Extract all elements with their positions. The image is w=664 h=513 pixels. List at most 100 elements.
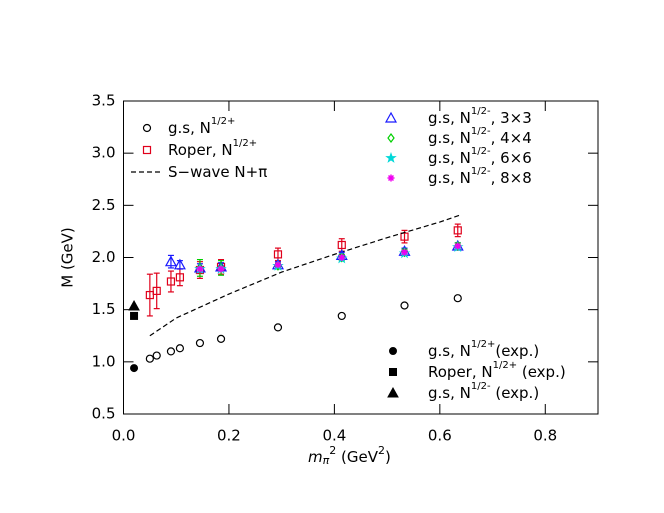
point (337, 311, 346, 321)
legend-sup: 1/2- (471, 146, 491, 157)
point (400, 301, 409, 310)
point (453, 294, 462, 303)
marker-part (164, 255, 177, 267)
error-bar (153, 272, 160, 310)
marker-part (216, 334, 226, 343)
x-axis-label: mπ2 (GeV2) (308, 444, 391, 467)
point (164, 255, 177, 267)
y-tick-label: 3.0 (92, 144, 116, 162)
marker-part (273, 323, 283, 332)
legend-sup: 1/2- (471, 381, 491, 392)
marker-part (130, 311, 139, 320)
legend-name: Roper, N (428, 363, 493, 381)
marker-part (274, 261, 281, 268)
legend-label: g.s, N1/2+(exp.) (428, 339, 539, 360)
x-tick-label: 0.4 (322, 427, 346, 445)
point (175, 273, 185, 282)
point (216, 334, 226, 343)
marker-part (130, 364, 139, 373)
legend-label: g.s, N1/2-, 6×6 (428, 146, 532, 167)
marker-part (175, 273, 185, 282)
legend-sup: 1/2- (471, 166, 491, 177)
legend-name: g.s, N (428, 149, 471, 167)
marker-part (337, 311, 346, 321)
x-label-unit-sup: 2 (378, 444, 385, 457)
legend-sup: 1/2+ (233, 138, 257, 149)
point (195, 338, 205, 348)
legend-sup: 1/2- (471, 126, 491, 137)
point (401, 248, 409, 256)
legend-label: g.s, N1/2+ (168, 116, 235, 137)
legend-tail: , 4×4 (491, 129, 532, 147)
legend-tail: (exp.) (517, 363, 566, 381)
legend-sup: 1/2- (471, 106, 491, 117)
legend-name: g.s, N (168, 119, 211, 137)
marker-part (389, 347, 397, 355)
marker-part (453, 226, 462, 235)
legend-name: g.s, N (428, 384, 471, 402)
point (166, 347, 176, 356)
legend-sup: 1/2+ (211, 116, 235, 127)
legend-marker (385, 151, 397, 163)
y-tick-label: 2.5 (92, 196, 116, 214)
marker-part (166, 277, 176, 286)
legend-name: Roper, N (168, 141, 233, 159)
legend-label: Roper, N1/2+ (exp.) (428, 360, 566, 381)
marker-part (400, 301, 409, 310)
legend-name: S−wave N+π (168, 163, 267, 181)
error-bar (454, 223, 461, 238)
point (196, 265, 204, 273)
y-tick-label: 0.5 (92, 405, 116, 423)
marker-part (218, 265, 225, 272)
legend-sup: 1/2+ (493, 360, 517, 371)
point (152, 286, 161, 295)
legend-tail: (exp.) (491, 384, 540, 402)
marker-part (401, 249, 408, 256)
legend-label: S−wave N+π (168, 163, 267, 181)
point (152, 351, 161, 360)
y-tick-label: 2.0 (92, 248, 116, 266)
point (175, 344, 185, 353)
legend-marker (387, 133, 395, 143)
point (273, 250, 283, 259)
error-bar (167, 270, 174, 293)
error-bar (146, 273, 153, 317)
point (166, 277, 176, 286)
legend-tail: , 8×8 (491, 169, 532, 187)
legend-marker (389, 347, 397, 355)
point (173, 258, 186, 270)
y-tick-label: 3.5 (92, 92, 116, 110)
marker-part (196, 265, 203, 272)
marker-part (142, 123, 152, 133)
point (274, 261, 282, 269)
y-tick-label: 1.5 (92, 300, 116, 318)
marker-part (195, 338, 205, 348)
marker-part (387, 174, 395, 182)
x-label-unit: (GeV (336, 448, 378, 466)
x-label-close: ) (385, 448, 391, 466)
legend-label: Roper, N1/2+ (168, 138, 257, 159)
legend-name: g.s, N (428, 342, 471, 360)
marker-part (389, 368, 397, 376)
point (453, 226, 462, 235)
x-label-sup: 2 (329, 444, 336, 457)
marker-part (166, 347, 176, 356)
x-tick-label: 0.0 (112, 427, 136, 445)
point (217, 265, 225, 273)
marker-part (385, 151, 397, 163)
marker-part (384, 111, 398, 123)
marker-part (152, 351, 161, 360)
point (128, 299, 140, 311)
marker-part (387, 133, 395, 143)
point (338, 254, 346, 261)
line (149, 214, 462, 337)
point (130, 311, 139, 320)
legend-label: g.s, N1/2-, 8×8 (428, 166, 532, 187)
legend-tail: (exp.) (495, 342, 539, 360)
legend-sup: 1/2+ (471, 339, 495, 350)
legend-tail: , 3×3 (491, 109, 532, 127)
legend-marker (142, 145, 152, 155)
point (130, 364, 139, 373)
legend-marker (387, 174, 395, 182)
